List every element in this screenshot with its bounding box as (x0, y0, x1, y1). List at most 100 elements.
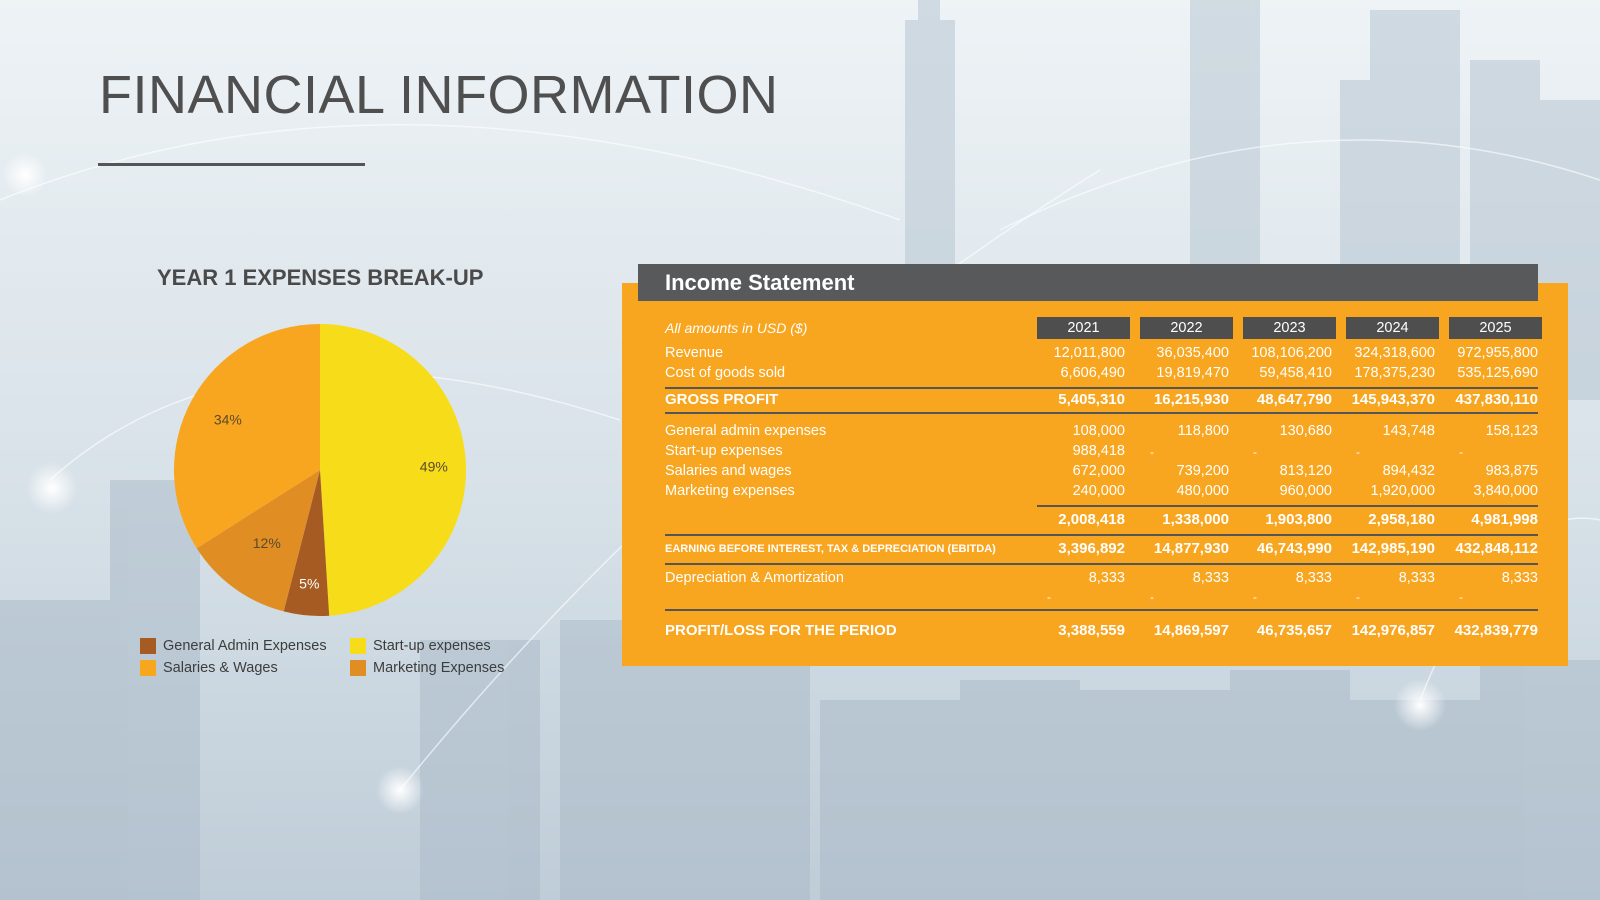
cell-salaries-2024: 894,432 (1382, 463, 1435, 479)
cell-total-expenses-2022: 1,338,000 (1162, 511, 1229, 528)
cell-ebitda-2021: 3,396,892 (1058, 540, 1125, 557)
year-header-2023: 2023 (1243, 317, 1336, 339)
cell-gross-profit-2022: 16,215,930 (1153, 391, 1229, 408)
pie-slice-marketing-expenses (196, 470, 320, 612)
cell-depreciation-2023: 8,333 (1295, 570, 1332, 586)
cell-depreciation-2025: 8,333 (1501, 570, 1538, 586)
cell-gross-profit-2023: 48,647,790 (1256, 391, 1332, 408)
cell-dash-row-2023: - (1253, 590, 1257, 604)
cell-cogs-2024: 178,375,230 (1354, 365, 1435, 381)
cell-general-admin-2023: 130,680 (1279, 423, 1332, 439)
cell-general-admin-2021: 108,000 (1072, 423, 1125, 439)
table-divider (665, 412, 1538, 414)
table-divider (1037, 505, 1538, 507)
cell-total-expenses-2023: 1,903,800 (1265, 511, 1332, 528)
row-label-revenue: Revenue (665, 345, 724, 361)
legend-item-startup: Start-up expenses (350, 638, 491, 654)
cell-ebitda-2024: 142,985,190 (1351, 540, 1435, 557)
cell-ebitda-2022: 14,877,930 (1153, 540, 1229, 557)
expenses-pie-chart: 49% 5% 12% 34% (174, 324, 466, 616)
cell-depreciation-2024: 8,333 (1398, 570, 1435, 586)
cell-depreciation-2022: 8,333 (1192, 570, 1229, 586)
cell-general-admin-2022: 118,800 (1177, 423, 1229, 439)
cell-profit-2024: 142,976,857 (1351, 622, 1435, 639)
cell-marketing-2021: 240,000 (1072, 483, 1125, 499)
cell-startup-2023: - (1253, 445, 1257, 459)
cell-marketing-2022: 480,000 (1176, 483, 1229, 499)
cell-revenue-2023: 108,106,200 (1251, 345, 1332, 361)
pie-slice-salaries-wages (174, 324, 320, 549)
cell-total-expenses-2021: 2,008,418 (1058, 511, 1125, 528)
cell-cogs-2022: 19,819,470 (1156, 365, 1229, 381)
year-header-2022: 2022 (1140, 317, 1233, 339)
legend-label: Marketing Expenses (373, 660, 505, 676)
cell-general-admin-2025: 158,123 (1485, 423, 1538, 439)
cell-revenue-2021: 12,011,800 (1053, 345, 1126, 361)
row-label-gross-profit: GROSS PROFIT (665, 391, 779, 408)
cell-dash-row-2022: - (1150, 590, 1154, 604)
cell-startup-2025: - (1459, 445, 1463, 459)
cell-ebitda-2025: 432,848,112 (1455, 540, 1538, 557)
row-label-ebitda: EARNING BEFORE INTEREST, TAX & DEPRECIAT… (665, 543, 996, 555)
cell-salaries-2025: 983,875 (1485, 463, 1538, 479)
cell-startup-2021: 988,418 (1072, 443, 1125, 459)
cell-total-expenses-2024: 2,958,180 (1368, 511, 1435, 528)
legend-label: General Admin Expenses (163, 638, 327, 654)
legend-label: Start-up expenses (373, 638, 491, 654)
pie-data-label: 5% (299, 575, 319, 591)
cell-profit-2022: 14,869,597 (1153, 622, 1229, 639)
year-header-2021: 2021 (1037, 317, 1130, 339)
cell-marketing-2025: 3,840,000 (1473, 483, 1538, 499)
cell-startup-2024: - (1356, 445, 1360, 459)
cell-marketing-2024: 1,920,000 (1370, 483, 1435, 499)
cell-profit-2023: 46,735,657 (1256, 622, 1332, 639)
cell-cogs-2025: 535,125,690 (1457, 365, 1538, 381)
row-label-startup: Start-up expenses (665, 443, 783, 459)
cell-startup-2022: - (1150, 445, 1154, 459)
units-note: All amounts in USD ($) (665, 320, 808, 336)
legend-swatch (140, 638, 156, 654)
legend-item-salaries: Salaries & Wages (140, 660, 278, 676)
cell-ebitda-2023: 46,743,990 (1256, 540, 1332, 557)
row-label-salaries: Salaries and wages (665, 463, 792, 479)
year-header-2025: 2025 (1449, 317, 1542, 339)
legend-item-general-admin: General Admin Expenses (140, 638, 327, 654)
cell-revenue-2025: 972,955,800 (1457, 345, 1538, 361)
legend-swatch (350, 638, 366, 654)
table-divider (665, 534, 1538, 536)
cell-dash-row-2024: - (1356, 590, 1360, 604)
cell-total-expenses-2025: 4,981,998 (1471, 511, 1538, 528)
cell-revenue-2024: 324,318,600 (1354, 345, 1435, 361)
cell-marketing-2023: 960,000 (1279, 483, 1332, 499)
cell-dash-row-2021: - (1047, 590, 1051, 604)
pie-slice-start-up-expenses (320, 324, 466, 616)
pie-data-label: 34% (214, 411, 242, 427)
cell-depreciation-2021: 8,333 (1088, 570, 1125, 586)
page-title: FINANCIAL INFORMATION (99, 65, 779, 125)
legend-label: Salaries & Wages (163, 660, 278, 676)
cell-revenue-2022: 36,035,400 (1156, 345, 1229, 361)
table-divider (665, 563, 1538, 565)
legend-item-marketing: Marketing Expenses (350, 660, 504, 676)
income-statement-title: Income Statement (638, 264, 1538, 301)
row-label-profit: PROFIT/LOSS FOR THE PERIOD (665, 622, 897, 639)
cell-salaries-2022: 739,200 (1176, 463, 1229, 479)
cell-gross-profit-2024: 145,943,370 (1351, 391, 1435, 408)
cell-profit-2025: 432,839,779 (1454, 622, 1538, 639)
row-label-depreciation: Depreciation & Amortization (665, 570, 844, 586)
table-divider (665, 609, 1538, 611)
cell-profit-2021: 3,388,559 (1058, 622, 1125, 639)
cell-cogs-2021: 6,606,490 (1060, 365, 1125, 381)
legend-swatch (350, 660, 366, 676)
cell-salaries-2023: 813,120 (1279, 463, 1332, 479)
row-label-general-admin: General admin expenses (665, 423, 827, 439)
cell-cogs-2023: 59,458,410 (1259, 365, 1332, 381)
cell-gross-profit-2025: 437,830,110 (1455, 391, 1538, 408)
cell-salaries-2021: 672,000 (1072, 463, 1125, 479)
cell-general-admin-2024: 143,748 (1382, 423, 1435, 439)
legend-swatch (140, 660, 156, 676)
pie-slice-general-admin-expenses (283, 470, 330, 616)
income-statement-panel (622, 283, 1568, 666)
pie-data-label: 12% (253, 535, 281, 551)
pie-data-label: 49% (420, 458, 448, 474)
